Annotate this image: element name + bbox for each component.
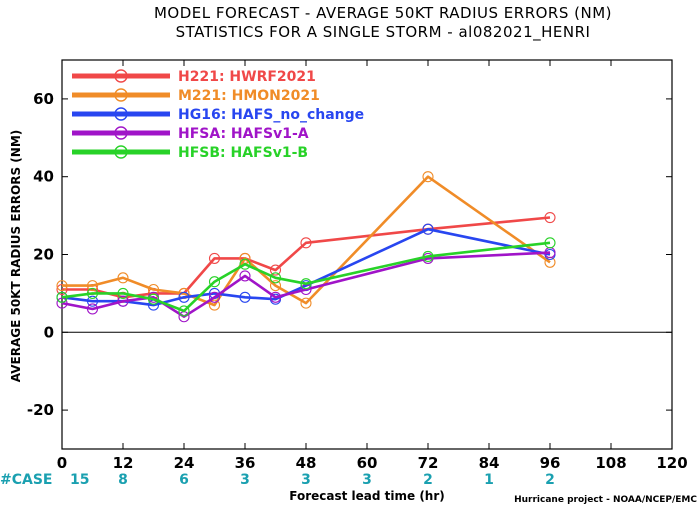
legend-label: M221: HMON2021 (178, 88, 320, 104)
data-point (208, 291, 221, 303)
y-tick-label: -20 (27, 401, 54, 419)
data-point (56, 297, 68, 309)
legend-label: HFSB: HAFSv1-B (178, 145, 308, 161)
data-point (117, 272, 129, 284)
x-tick-label: 12 (113, 454, 134, 472)
x-tick-label: 108 (595, 454, 626, 472)
x-tick-label: 24 (174, 454, 195, 472)
data-point (269, 280, 282, 292)
data-point (86, 303, 99, 315)
data-point (544, 237, 556, 249)
data-point (422, 250, 434, 262)
data-point (239, 291, 251, 303)
series-line (61, 251, 551, 319)
x-tick-label: 84 (479, 454, 500, 472)
series-line (61, 241, 551, 313)
plot-frame (61, 59, 673, 450)
case-count: 2 (545, 472, 555, 488)
legend-marker (114, 126, 128, 140)
data-point (86, 280, 99, 292)
data-point (178, 291, 190, 303)
x-tick-label: 36 (235, 454, 256, 472)
data-point (56, 291, 68, 303)
case-count: 3 (301, 472, 311, 488)
chart-title: MODEL FORECAST - AVERAGE 50KT RADIUS ERR… (154, 4, 612, 22)
x-tick-label: 96 (540, 454, 561, 472)
y-tick-label: 0 (44, 323, 54, 341)
case-count: 2 (423, 472, 433, 488)
data-point (117, 295, 129, 307)
data-point (147, 293, 160, 305)
data-point (300, 278, 312, 290)
x-tick-label: 72 (418, 454, 439, 472)
data-point (208, 276, 221, 288)
y-tick-label: 40 (33, 168, 54, 186)
legend-marker (114, 69, 128, 83)
legend-marker (114, 145, 128, 159)
data-point (300, 237, 312, 249)
data-point (178, 305, 190, 317)
data-point (544, 211, 556, 224)
data-point (269, 291, 282, 303)
x-axis-label: Forecast lead time (hr) (289, 489, 445, 503)
x-tick-label: 0 (57, 454, 67, 472)
data-point (86, 295, 99, 307)
y-axis-label: AVERAGE 50KT RADIUS ERRORS (NM) (9, 130, 23, 382)
credit-text: Hurricane project - NOAA/NCEP/EMC (514, 495, 697, 505)
data-point (239, 270, 251, 282)
y-tick-label: 20 (33, 246, 54, 264)
case-count: 15 (70, 472, 89, 488)
x-tick-label: 60 (357, 454, 378, 472)
x-tick-label: 48 (296, 454, 317, 472)
legend-marker (114, 88, 128, 102)
case-count: 6 (179, 472, 189, 488)
data-point (300, 297, 312, 309)
data-point (422, 223, 434, 235)
case-count: 3 (362, 472, 372, 488)
case-label: #CASE (0, 472, 53, 488)
data-point (422, 171, 434, 183)
legend-label: HFSA: HAFSv1-A (178, 126, 309, 142)
y-tick-label: 60 (33, 90, 54, 108)
series-line (61, 227, 551, 307)
data-point (208, 299, 221, 311)
data-point (269, 264, 282, 276)
data-point (86, 287, 99, 299)
data-point (269, 272, 282, 284)
legend-label: HG16: HAFS_no_change (178, 107, 364, 123)
data-point (208, 252, 221, 264)
data-point (117, 287, 129, 299)
series-line (62, 175, 551, 307)
legend-marker (114, 107, 128, 121)
data-point (239, 258, 251, 270)
case-count: 8 (118, 472, 128, 488)
data-point (56, 280, 68, 292)
legend-label: H221: HWRF2021 (178, 69, 316, 85)
x-tick-label: 120 (656, 454, 687, 472)
case-count: 3 (240, 472, 250, 488)
case-count: 1 (484, 472, 494, 488)
chart-subtitle: STATISTICS FOR A SINGLE STORM - al082021… (176, 23, 591, 42)
